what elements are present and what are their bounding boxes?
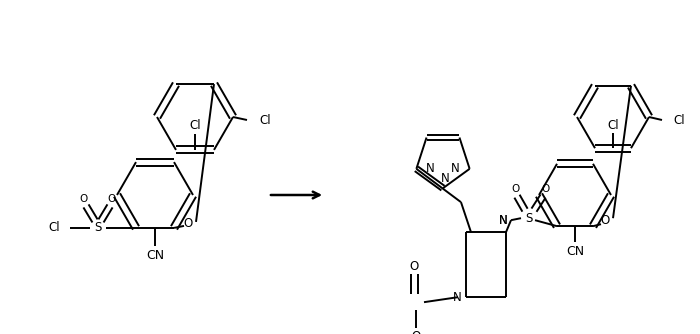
Text: O: O xyxy=(601,214,610,227)
Text: S: S xyxy=(525,212,533,225)
Text: O: O xyxy=(80,194,88,204)
Text: N: N xyxy=(454,291,462,304)
Text: N: N xyxy=(426,162,435,175)
Text: N: N xyxy=(498,214,508,227)
Text: N: N xyxy=(451,162,460,175)
Text: Cl: Cl xyxy=(673,115,685,128)
Text: CN: CN xyxy=(566,245,584,258)
Text: S: S xyxy=(94,221,101,234)
Text: O: O xyxy=(412,330,421,334)
Text: CN: CN xyxy=(146,249,164,263)
Text: O: O xyxy=(183,217,192,230)
Text: N: N xyxy=(440,172,449,185)
Text: Cl: Cl xyxy=(48,221,60,234)
Text: Cl: Cl xyxy=(189,120,201,132)
Text: Cl: Cl xyxy=(607,119,619,132)
Text: Cl: Cl xyxy=(259,115,271,128)
Text: O: O xyxy=(541,184,549,194)
Text: O: O xyxy=(410,260,419,273)
Text: O: O xyxy=(511,184,519,194)
Text: N: N xyxy=(498,214,508,227)
Text: O: O xyxy=(108,194,116,204)
